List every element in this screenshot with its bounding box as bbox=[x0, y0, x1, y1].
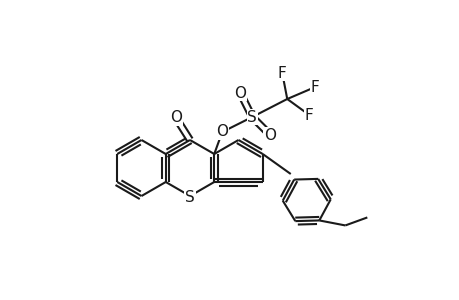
Text: F: F bbox=[277, 65, 286, 80]
Text: O: O bbox=[234, 85, 246, 100]
Text: O: O bbox=[263, 128, 276, 142]
Text: O: O bbox=[170, 110, 182, 125]
Text: S: S bbox=[247, 110, 257, 124]
Text: F: F bbox=[310, 80, 319, 94]
Text: F: F bbox=[304, 107, 313, 122]
Text: S: S bbox=[185, 190, 195, 205]
Text: O: O bbox=[216, 124, 228, 140]
